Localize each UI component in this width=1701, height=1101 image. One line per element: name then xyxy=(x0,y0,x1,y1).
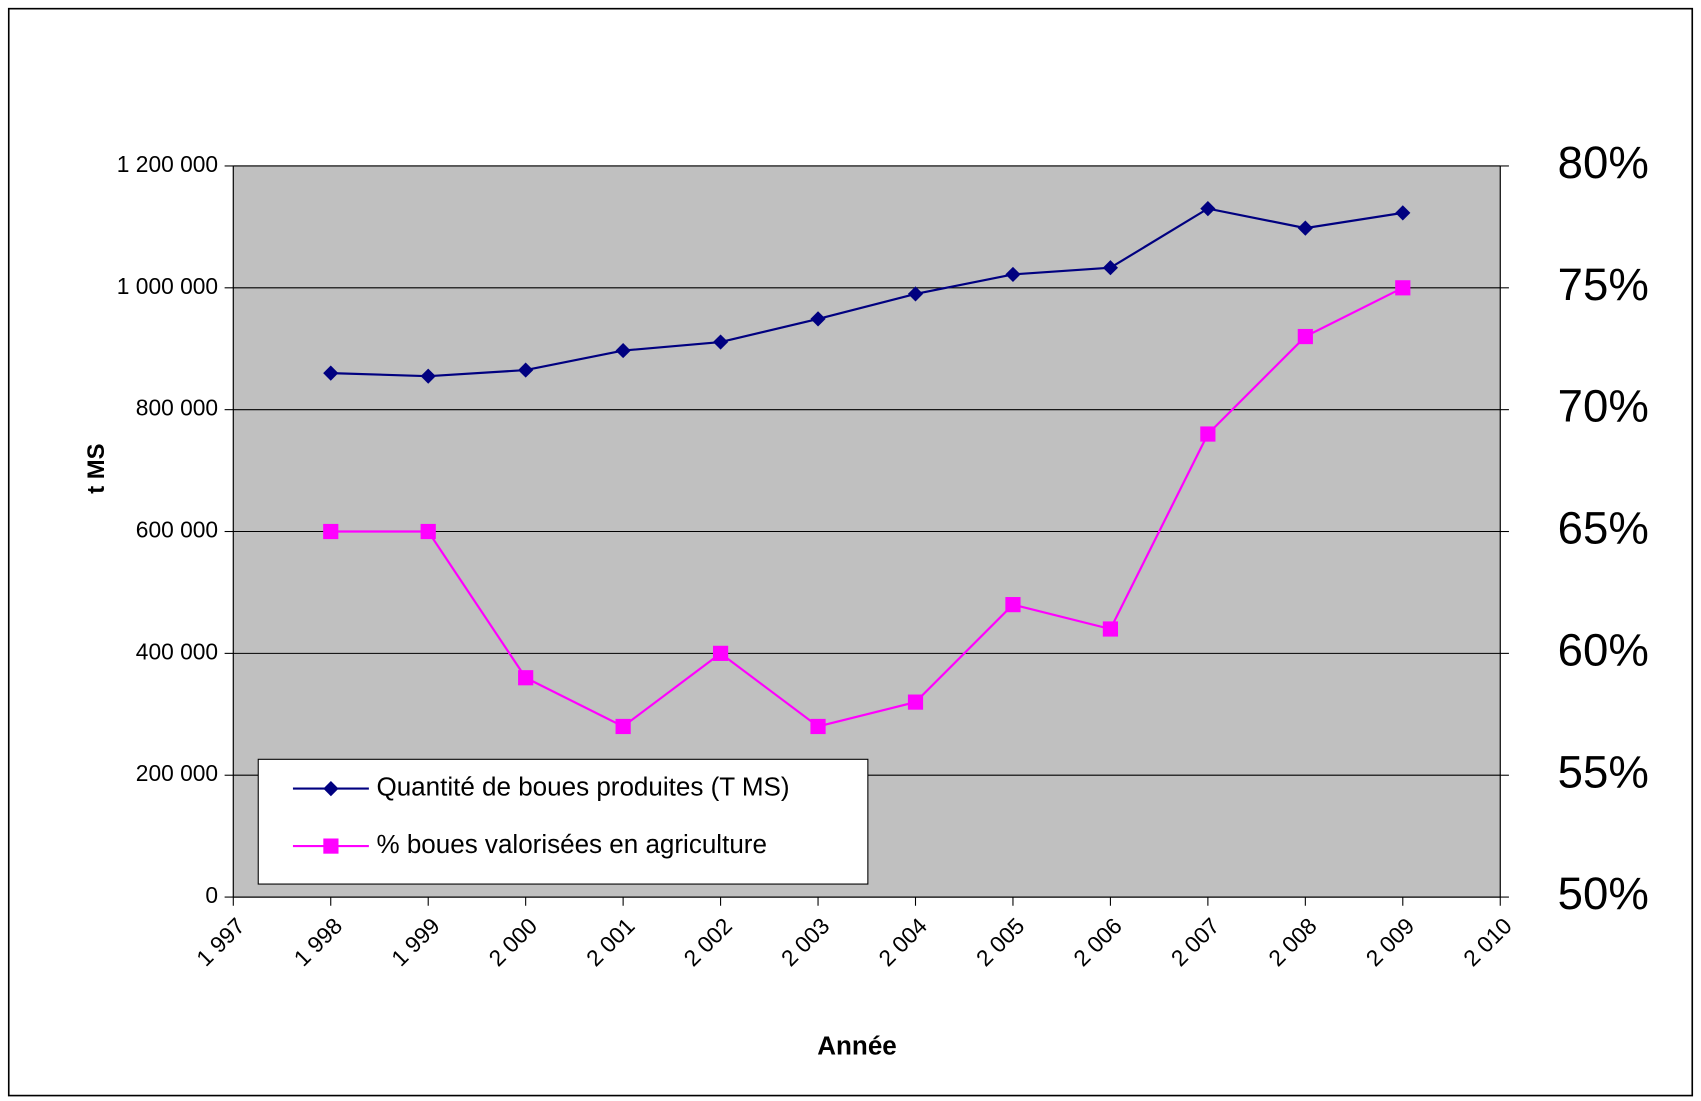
y-tick-label: 600 000 xyxy=(136,517,218,543)
legend-marker xyxy=(323,781,339,797)
data-point xyxy=(1297,328,1313,345)
y2-tick-label: 50% xyxy=(1558,868,1649,919)
data-point xyxy=(615,718,631,735)
y-tick-label: 400 000 xyxy=(136,638,218,664)
data-point xyxy=(1102,260,1119,276)
y-tick-label: 1 000 000 xyxy=(117,273,218,299)
y-tick-label: 200 000 xyxy=(136,760,218,786)
y-tick-label: 1 200 000 xyxy=(117,151,218,177)
data-point xyxy=(907,694,924,710)
legend-box xyxy=(257,758,869,885)
series-line xyxy=(330,207,1403,378)
y-axis-title: t MS xyxy=(83,443,110,493)
y-tick-label: 0 xyxy=(205,882,218,908)
data-point xyxy=(1200,426,1216,442)
y2-tick-label: 65% xyxy=(1558,503,1649,554)
data-point xyxy=(1005,597,1021,613)
series-line xyxy=(330,286,1404,728)
data-point xyxy=(615,342,631,359)
y2-tick-label: 75% xyxy=(1558,259,1649,310)
y-tick-label: 800 000 xyxy=(136,395,218,421)
legend-marker xyxy=(323,838,339,854)
data-point xyxy=(1102,621,1119,637)
data-point xyxy=(712,334,729,350)
y2-tick-label: 80% xyxy=(1558,137,1649,188)
x-axis-title: Année xyxy=(817,1031,897,1061)
data-point xyxy=(518,670,534,686)
data-point xyxy=(712,645,729,661)
y2-tick-label: 55% xyxy=(1558,746,1649,797)
legend-label: Quantité de boues produites (T MS) xyxy=(376,771,789,801)
data-point xyxy=(1297,220,1313,236)
legend: Quantité de boues produites (T MS) % boue… xyxy=(257,758,869,885)
data-point xyxy=(420,523,436,540)
data-point xyxy=(1200,201,1216,217)
data-point xyxy=(810,718,826,735)
data-point xyxy=(1395,280,1411,296)
data-point xyxy=(518,362,534,378)
data-point xyxy=(323,523,339,540)
legend-label: % boues valorisées en agriculture xyxy=(376,829,766,859)
y2-tick-label: 60% xyxy=(1558,624,1649,675)
y2-tick-label: 70% xyxy=(1558,381,1649,432)
